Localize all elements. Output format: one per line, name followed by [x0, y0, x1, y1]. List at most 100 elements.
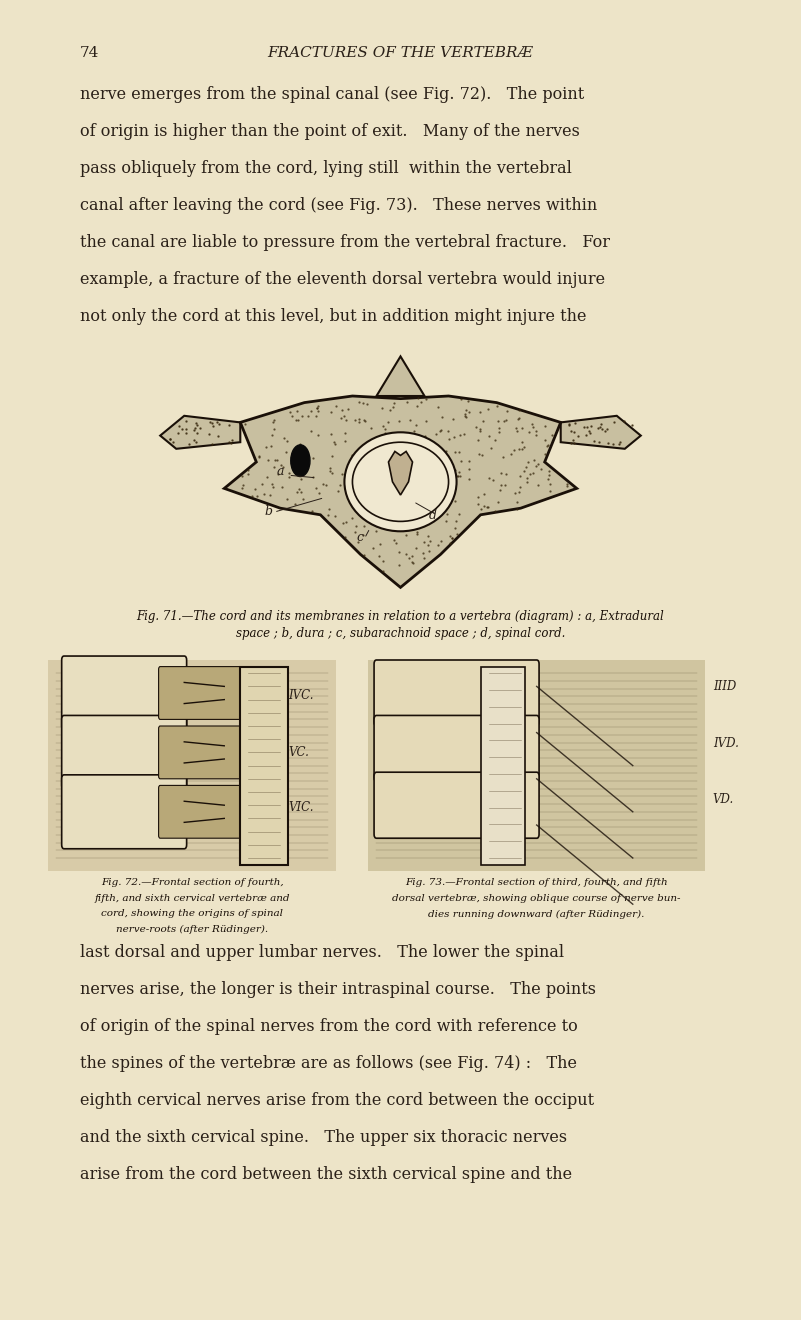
- Point: [288, 455, 301, 477]
- Point: [275, 454, 288, 475]
- Point: [434, 420, 447, 441]
- Point: [237, 475, 250, 496]
- Point: [386, 396, 399, 417]
- Point: [500, 463, 513, 484]
- Point: [364, 511, 377, 532]
- Point: [336, 463, 348, 484]
- Point: [337, 405, 350, 426]
- Point: [452, 466, 465, 487]
- Text: the spines of the vertebræ are as follows (see Fig. 74) :   The: the spines of the vertebræ are as follow…: [80, 1055, 577, 1072]
- FancyBboxPatch shape: [368, 660, 705, 871]
- Point: [481, 496, 494, 517]
- Point: [563, 413, 576, 434]
- Point: [482, 426, 495, 447]
- Point: [591, 417, 604, 438]
- Point: [320, 474, 332, 495]
- Point: [381, 412, 394, 433]
- Point: [542, 469, 555, 490]
- Point: [349, 516, 362, 537]
- Point: [292, 409, 304, 430]
- Point: [400, 515, 413, 536]
- Point: [336, 399, 348, 420]
- Point: [587, 430, 600, 451]
- Point: [281, 430, 294, 451]
- Point: [251, 486, 264, 507]
- Point: [373, 545, 386, 566]
- Point: [561, 474, 574, 495]
- Point: [585, 416, 598, 437]
- Point: [489, 500, 501, 521]
- Point: [400, 455, 413, 477]
- Point: [354, 492, 367, 513]
- Point: [296, 405, 308, 426]
- Point: [458, 405, 471, 426]
- Point: [392, 541, 405, 562]
- Point: [296, 488, 309, 510]
- Point: [356, 457, 369, 478]
- Point: [242, 459, 255, 480]
- Text: d: d: [429, 508, 437, 521]
- Point: [440, 441, 453, 462]
- Point: [453, 424, 466, 445]
- Point: [443, 429, 456, 450]
- Point: [190, 432, 203, 453]
- Point: [602, 432, 614, 453]
- Point: [355, 484, 368, 506]
- Point: [358, 545, 371, 566]
- Point: [410, 521, 423, 543]
- Point: [339, 430, 352, 451]
- Point: [516, 438, 529, 459]
- Point: [188, 420, 201, 441]
- Point: [391, 500, 404, 521]
- Point: [494, 479, 507, 500]
- Point: [403, 462, 416, 483]
- Point: [525, 414, 538, 436]
- Point: [444, 525, 457, 546]
- Point: [423, 475, 436, 496]
- Point: [422, 540, 435, 561]
- Point: [460, 407, 473, 428]
- Point: [368, 433, 381, 454]
- Point: [388, 529, 400, 550]
- Point: [474, 418, 487, 440]
- Point: [393, 411, 406, 432]
- Point: [203, 412, 216, 433]
- Point: [427, 469, 440, 490]
- Point: [193, 418, 206, 440]
- Point: [411, 524, 424, 545]
- Point: [526, 463, 539, 484]
- Point: [565, 432, 578, 453]
- Point: [407, 434, 420, 455]
- Text: fifth, and sixth cervical vertebræ and: fifth, and sixth cervical vertebræ and: [95, 894, 290, 903]
- Point: [356, 500, 368, 521]
- Point: [246, 484, 259, 506]
- Point: [513, 399, 525, 420]
- Point: [437, 480, 450, 502]
- Point: [531, 474, 544, 495]
- Point: [567, 433, 580, 454]
- Point: [626, 414, 638, 436]
- Point: [388, 392, 400, 413]
- Point: [509, 418, 522, 440]
- Point: [434, 531, 447, 552]
- Point: [545, 424, 558, 445]
- Text: FRACTURES OF THE VERTEBRÆ: FRACTURES OF THE VERTEBRÆ: [268, 46, 533, 61]
- Point: [415, 434, 428, 455]
- Point: [400, 432, 413, 453]
- Point: [607, 433, 620, 454]
- Text: and the sixth cervical spine.   The upper six thoracic nerves: and the sixth cervical spine. The upper …: [80, 1129, 567, 1146]
- Point: [473, 444, 485, 465]
- Point: [418, 503, 431, 524]
- Point: [339, 422, 352, 444]
- Point: [463, 401, 476, 422]
- Point: [541, 434, 554, 455]
- Point: [458, 403, 471, 424]
- Point: [191, 422, 203, 444]
- Point: [325, 462, 338, 483]
- Point: [291, 400, 304, 421]
- Point: [378, 422, 391, 444]
- Point: [421, 535, 434, 556]
- Point: [384, 400, 396, 421]
- Point: [360, 393, 373, 414]
- Point: [176, 418, 189, 440]
